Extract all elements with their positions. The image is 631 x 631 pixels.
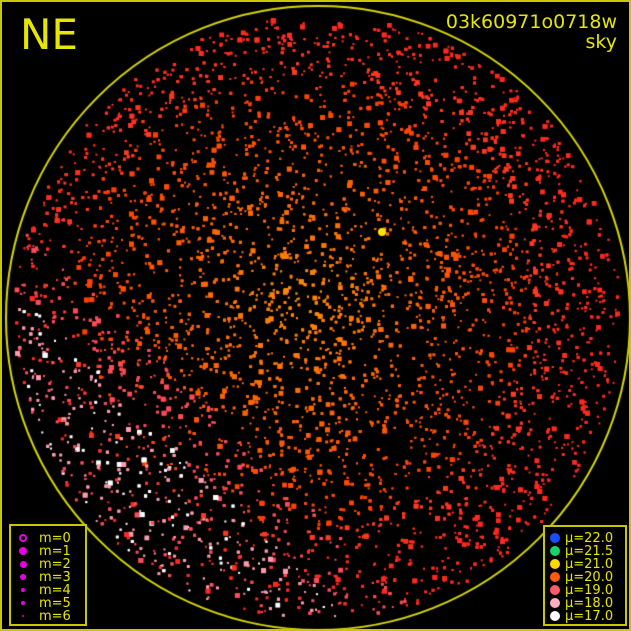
brightness-legend-row: μ=18.0 [545,597,625,610]
magnitude-marker-icon [20,574,26,580]
magnitude-legend-row: m=4 [11,584,85,597]
magnitude-legend-row: m=1 [11,545,85,558]
brightness-legend-row: μ=21.5 [545,545,625,558]
magnitude-legend-row: m=3 [11,571,85,584]
brightness-label: μ=19.0 [565,583,614,598]
brightness-label: μ=22.0 [565,531,614,546]
brightness-label: μ=20.0 [565,570,614,585]
magnitude-marker-icon [19,534,27,542]
brightness-color-icon [550,559,560,569]
magnitude-label: m=0 [39,531,71,546]
magnitude-legend-row: m=5 [11,597,85,610]
brightness-legend: μ=22.0 μ=21.5 μ=21.0 μ=20.0 μ=19.0 μ=18.0 μ=17… [543,525,627,626]
brightness-legend-row: μ=17.0 [545,610,625,623]
brightness-legend-row: μ=20.0 [545,571,625,584]
brightness-color-icon [550,546,560,556]
brightness-legend-row: μ=19.0 [545,584,625,597]
direction-label: NE [20,10,78,59]
brightness-label: μ=21.0 [565,557,614,572]
brightness-color-icon [550,533,560,543]
brightness-label: μ=18.0 [565,596,614,611]
image-title: 03k60971o0718w sky [446,12,617,52]
brightness-color-icon [550,572,560,582]
magnitude-marker-icon [19,547,27,555]
magnitude-label: m=3 [39,570,71,585]
brightness-color-icon [550,611,560,621]
magnitude-marker-icon [21,588,25,592]
image-id: 03k60971o0718w [445,11,617,33]
magnitude-legend: m=0 m=1 m=2 m=3 m=4 m=5 m=6 [9,524,87,626]
image-type: sky [585,31,617,53]
brightness-legend-row: μ=21.0 [545,558,625,571]
magnitude-legend-row: m=0 [11,532,85,545]
brightness-color-icon [550,598,560,608]
brightness-color-icon [550,585,560,595]
magnitude-marker-icon [22,615,24,617]
magnitude-label: m=1 [39,544,71,559]
brightness-legend-row: μ=22.0 [545,532,625,545]
magnitude-label: m=2 [39,557,71,572]
magnitude-label: m=4 [39,583,71,598]
brightness-label: μ=21.5 [565,544,614,559]
brightness-label: μ=17.0 [565,609,614,624]
magnitude-label: m=5 [39,596,71,611]
magnitude-marker-icon [19,560,27,568]
magnitude-legend-row: m=6 [11,610,85,623]
magnitude-marker-icon [21,601,25,605]
magnitude-legend-row: m=2 [11,558,85,571]
magnitude-label: m=6 [39,609,71,624]
